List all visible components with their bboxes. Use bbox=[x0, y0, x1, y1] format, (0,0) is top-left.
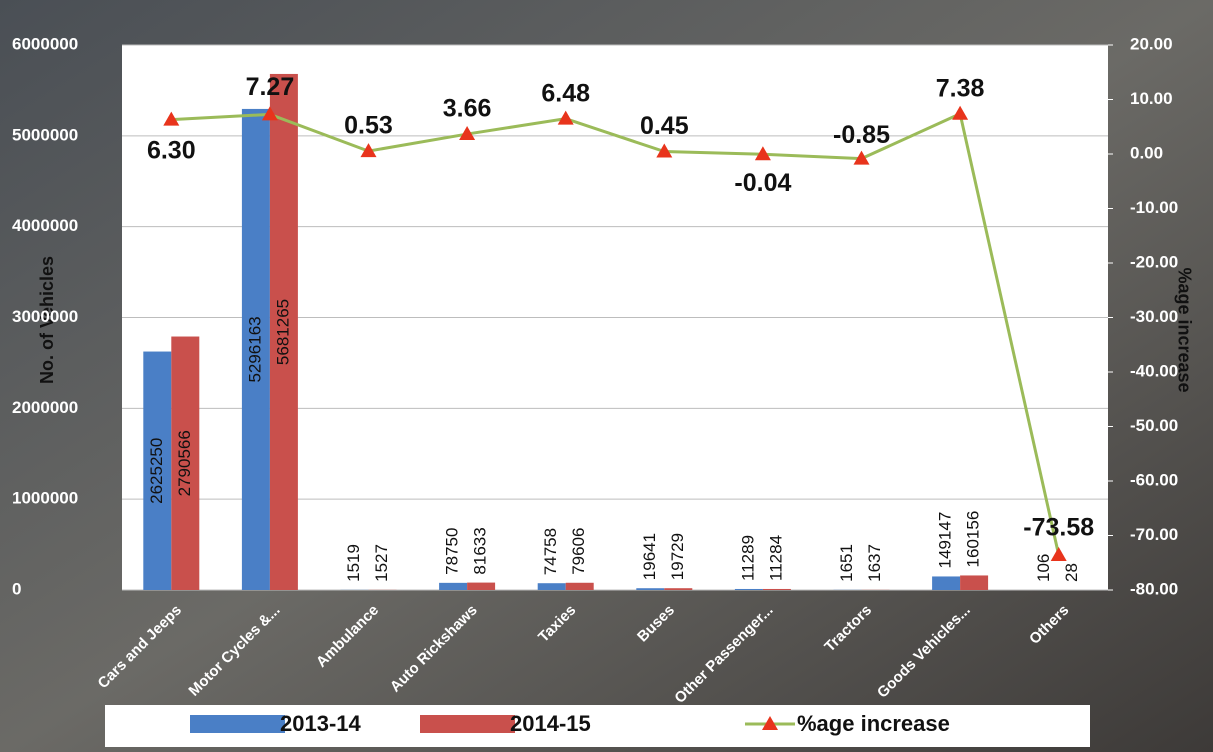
bar bbox=[171, 336, 200, 590]
data-label: 7.27 bbox=[246, 73, 295, 101]
y-tick-label: 5000000 bbox=[12, 125, 78, 144]
y2-tick-label: 0.00 bbox=[1130, 143, 1163, 162]
data-label: 0.45 bbox=[640, 112, 689, 140]
data-label: 3.66 bbox=[443, 95, 492, 123]
data-label: 160156 bbox=[964, 511, 983, 568]
legend-marker bbox=[762, 716, 778, 730]
y2-tick-label: -20.00 bbox=[1130, 252, 1178, 271]
data-label: -73.58 bbox=[1023, 514, 1094, 542]
bar bbox=[734, 588, 763, 590]
data-label: 6.48 bbox=[541, 79, 590, 107]
data-label: 79606 bbox=[569, 527, 588, 574]
y2-tick-label: -10.00 bbox=[1130, 198, 1178, 217]
marker bbox=[459, 126, 476, 141]
data-label: 2625250 bbox=[147, 438, 166, 504]
data-label: 6.30 bbox=[147, 136, 196, 164]
marker bbox=[1050, 547, 1067, 562]
data-label: 5296163 bbox=[245, 316, 264, 382]
marker bbox=[261, 106, 278, 121]
line bbox=[171, 111, 1061, 556]
bar bbox=[143, 351, 172, 590]
bar bbox=[269, 73, 298, 590]
data-label: 1651 bbox=[837, 544, 856, 582]
data-label: 11289 bbox=[738, 535, 757, 581]
y2-tick-label: -30.00 bbox=[1130, 307, 1178, 326]
bar bbox=[241, 108, 270, 591]
data-label: 5681265 bbox=[273, 299, 292, 365]
legend-label: 2014-15 bbox=[510, 711, 591, 736]
data-label: 19729 bbox=[668, 533, 687, 580]
data-label: 11284 bbox=[766, 535, 785, 581]
legend-swatch bbox=[420, 715, 515, 733]
y2-tick-label: -60.00 bbox=[1130, 470, 1178, 489]
y2-axis-title: %age increase bbox=[1174, 267, 1194, 392]
y-tick-label: 4000000 bbox=[12, 216, 78, 235]
bar bbox=[960, 575, 989, 590]
data-label: 28 bbox=[1062, 563, 1081, 582]
y-tick-label: 6000000 bbox=[12, 34, 78, 53]
y2-tick-label: 10.00 bbox=[1130, 89, 1173, 108]
legend-swatch bbox=[190, 715, 285, 733]
marker bbox=[557, 110, 574, 125]
bar bbox=[537, 583, 566, 590]
y2-tick-label: -50.00 bbox=[1130, 416, 1178, 435]
legend-label: 2013-14 bbox=[280, 711, 362, 736]
data-label: 1519 bbox=[344, 544, 363, 582]
data-label: -0.04 bbox=[734, 169, 791, 197]
y2-tick-label: 20.00 bbox=[1130, 34, 1173, 53]
y-axis-title: No. of Vehicles bbox=[37, 256, 57, 384]
data-label: 1637 bbox=[865, 544, 884, 582]
bar bbox=[664, 588, 693, 590]
y2-tick-label: -80.00 bbox=[1130, 579, 1178, 598]
data-label: 1527 bbox=[372, 544, 391, 582]
data-label: 78750 bbox=[443, 528, 462, 575]
data-label: 19641 bbox=[640, 533, 659, 580]
y-tick-label: 0 bbox=[12, 579, 21, 598]
data-label: 106 bbox=[1034, 554, 1053, 582]
y2-tick-label: -70.00 bbox=[1130, 525, 1178, 544]
marker bbox=[656, 143, 673, 158]
bar bbox=[565, 582, 594, 590]
y-tick-label: 1000000 bbox=[12, 489, 78, 508]
bar bbox=[439, 582, 468, 590]
y-tick-label: 2000000 bbox=[12, 398, 78, 417]
bar bbox=[762, 588, 791, 590]
marker bbox=[952, 105, 969, 120]
bar bbox=[636, 588, 665, 590]
bar bbox=[932, 576, 961, 590]
legend-label: %age increase bbox=[797, 711, 950, 736]
marker bbox=[360, 143, 377, 158]
marker bbox=[853, 150, 870, 165]
data-label: 2790566 bbox=[175, 430, 194, 496]
y-tick-label: 3000000 bbox=[12, 307, 78, 326]
data-label: 7.38 bbox=[936, 74, 985, 102]
y2-tick-label: -40.00 bbox=[1130, 361, 1178, 380]
data-label: -0.85 bbox=[833, 121, 890, 149]
data-label: 149147 bbox=[936, 512, 955, 569]
bar bbox=[467, 582, 496, 590]
data-label: 81633 bbox=[471, 527, 490, 574]
data-label: 74758 bbox=[541, 528, 560, 575]
marker bbox=[163, 111, 180, 126]
marker bbox=[754, 146, 771, 161]
data-label: 0.53 bbox=[344, 112, 393, 140]
